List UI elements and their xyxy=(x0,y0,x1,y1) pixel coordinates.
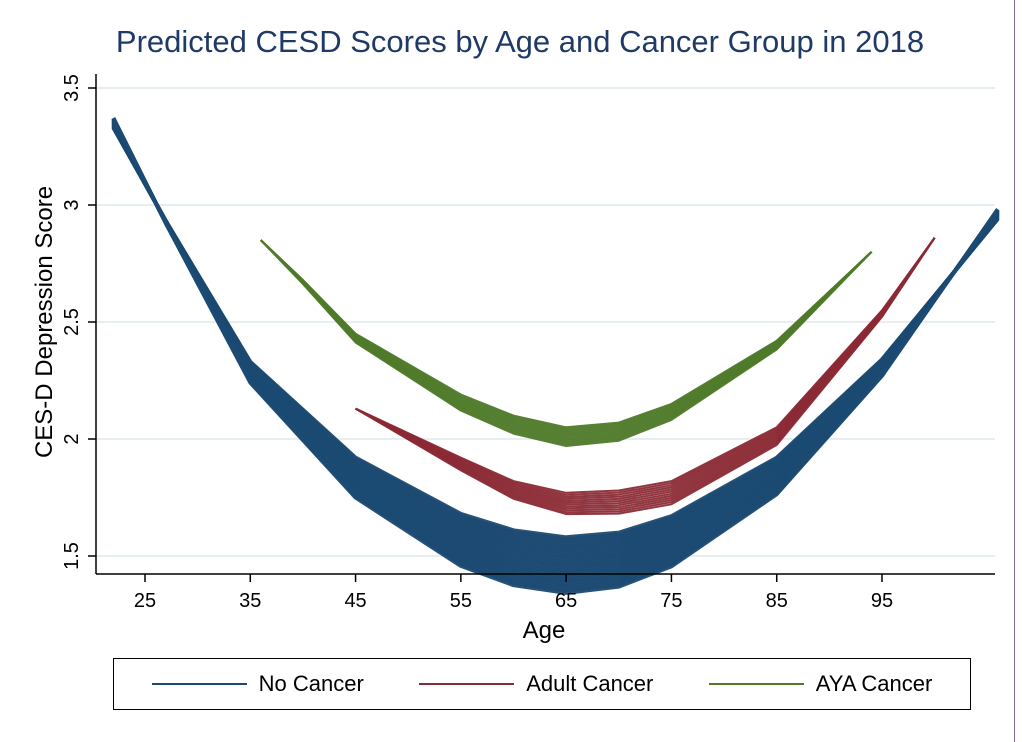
series-line xyxy=(260,239,873,447)
series-line xyxy=(355,237,936,508)
series-adult-cancer xyxy=(355,237,936,516)
legend-item-no-cancer: No Cancer xyxy=(151,671,364,697)
series-line xyxy=(355,237,936,512)
legend-swatch-no-cancer xyxy=(151,683,247,685)
series-line xyxy=(355,237,936,510)
x-tick-label: 45 xyxy=(344,590,366,612)
x-tick-label: 35 xyxy=(239,590,261,612)
y-tick-label: 1.5 xyxy=(61,542,83,570)
grid-layer xyxy=(96,87,995,557)
x-axis-title: Age xyxy=(523,617,566,644)
legend-label-aya-cancer: AYA Cancer xyxy=(815,671,933,696)
x-tick-label: 85 xyxy=(766,590,788,612)
series-line xyxy=(355,237,936,506)
axes-layer: 1.5 2 2.5 3 3.5 25 35 45 55 65 75 85 95 xyxy=(61,74,995,612)
x-tick-label: 75 xyxy=(660,590,682,612)
x-tick-label: 55 xyxy=(450,590,472,612)
series-line xyxy=(111,117,1000,595)
x-tick-label: 65 xyxy=(555,590,577,612)
x-tick-label: 95 xyxy=(871,590,893,612)
series-line xyxy=(355,237,936,514)
y-tick-label: 3.5 xyxy=(61,74,83,102)
y-tick-label: 2 xyxy=(61,433,83,444)
series-line xyxy=(355,237,936,516)
series-aya-cancer xyxy=(260,239,873,447)
legend-swatch-adult-cancer xyxy=(419,683,515,685)
y-tick-label: 2.5 xyxy=(61,308,83,336)
x-tick-label: 25 xyxy=(134,590,156,612)
chart-title: Predicted CESD Scores by Age and Cancer … xyxy=(115,24,925,59)
legend-label-no-cancer: No Cancer xyxy=(258,671,364,696)
y-axis-title: CES-D Depression Score xyxy=(31,186,58,458)
y-tick-label: 3 xyxy=(61,199,83,210)
legend-item-adult-cancer: Adult Cancer xyxy=(419,671,653,697)
legend-label-adult-cancer: Adult Cancer xyxy=(526,671,654,696)
legend-swatch-aya-cancer xyxy=(708,683,804,685)
series-layer xyxy=(111,117,1000,595)
legend: No Cancer Adult Cancer AYA Cancer xyxy=(113,658,971,710)
legend-item-aya-cancer: AYA Cancer xyxy=(708,671,933,697)
series-no-cancer xyxy=(111,117,1000,595)
